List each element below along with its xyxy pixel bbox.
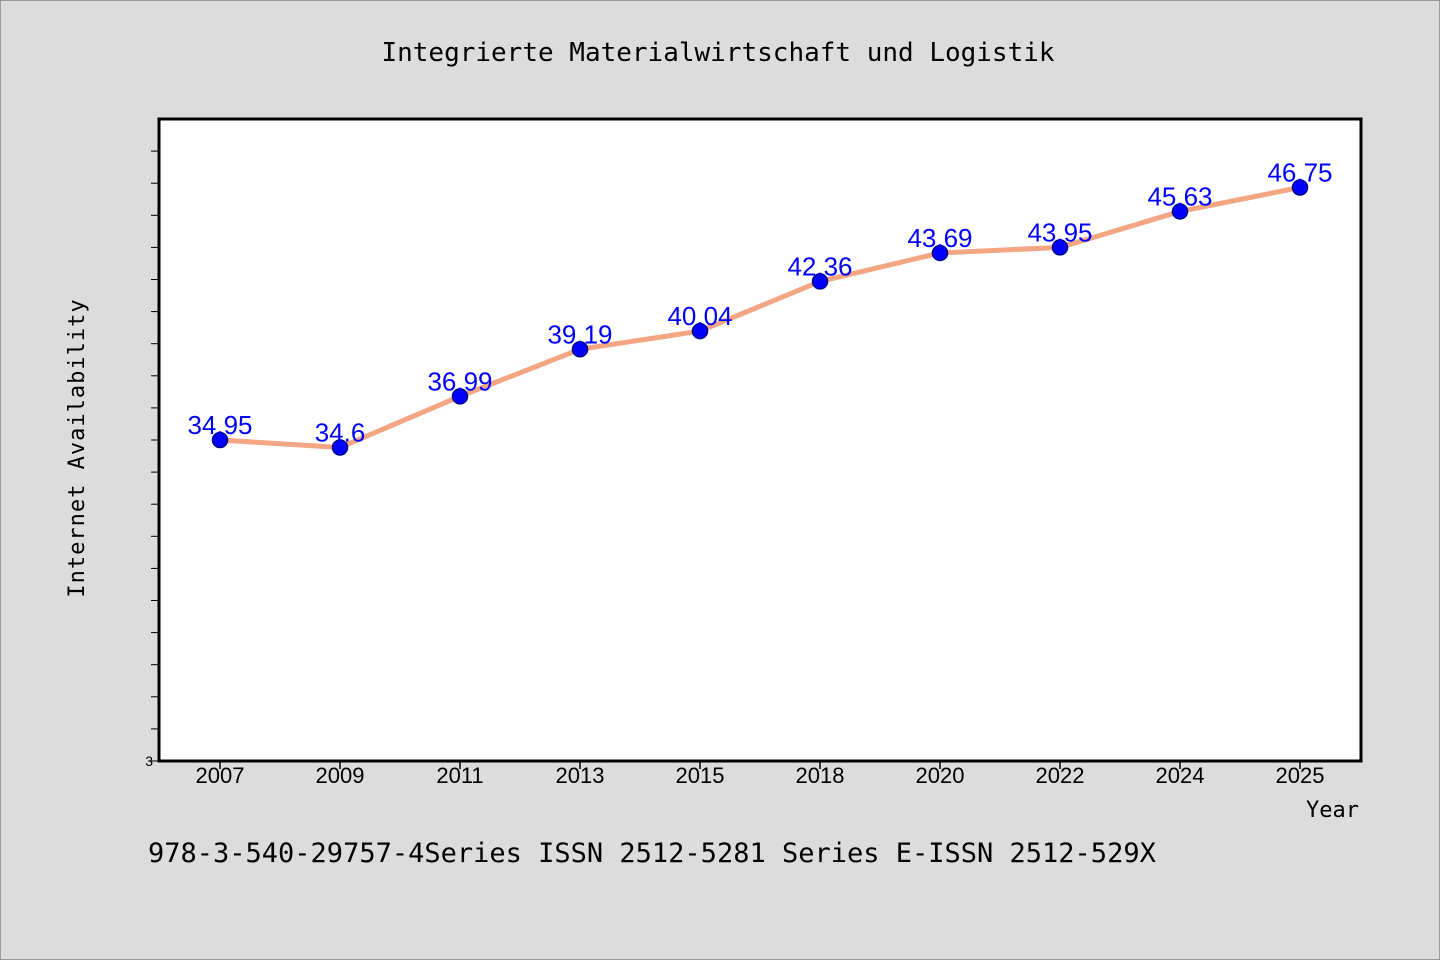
data-point [691, 322, 709, 340]
data-point [811, 273, 829, 290]
data-label: 36.99 [427, 366, 492, 396]
x-tick-label: 2011 [436, 763, 483, 788]
x-axis-ticks: 2007 2009 2011 2013 2015 2018 2020 2022 2024 2025 [196, 761, 1325, 788]
data-point [931, 244, 949, 262]
x-tick-label: 2020 [916, 763, 965, 788]
data-point [571, 341, 589, 358]
data-point [1171, 203, 1189, 220]
x-tick-label: 2022 [1036, 763, 1085, 788]
x-tick-label: 2015 [676, 763, 725, 788]
x-tick-label: 2013 [556, 763, 605, 788]
data-label: 45.63 [1147, 181, 1212, 211]
data-point [1291, 179, 1309, 196]
y-axis-label: Internet Availability [65, 298, 90, 597]
data-label: 43.69 [907, 223, 972, 253]
series-line [217, 184, 1303, 450]
data-point [331, 439, 349, 456]
data-label: 34.6 [315, 417, 366, 447]
data-label: 43.95 [1027, 217, 1092, 247]
series-layer: 34.95 34.6 36.99 39.19 40.04 42.36 43.69 43.95 4… [187, 157, 1333, 456]
data-label: 39.19 [547, 319, 612, 349]
x-tick-label: 2018 [796, 763, 845, 788]
data-label: 46.75 [1267, 157, 1332, 187]
data-point [1051, 239, 1069, 256]
x-tick-label: 2025 [1276, 763, 1325, 788]
x-tick-label: 2009 [316, 763, 365, 788]
x-tick-label: 2007 [196, 763, 245, 788]
data-point [451, 388, 469, 405]
y-axis-ticks [151, 150, 159, 762]
x-axis-label: Year [1306, 798, 1359, 823]
data-label: 40.04 [667, 301, 732, 331]
data-label: 34.95 [187, 410, 252, 440]
data-point [211, 431, 229, 449]
chart-title: Integrierte Materialwirtschaft und Logis… [381, 38, 1054, 68]
footer-text: 978-3-540-29757-4Series ISSN 2512-5281 S… [148, 838, 1156, 869]
y-tick-label: 3 [145, 753, 153, 769]
data-label: 42.36 [787, 251, 852, 281]
x-tick-label: 2024 [1156, 763, 1205, 788]
